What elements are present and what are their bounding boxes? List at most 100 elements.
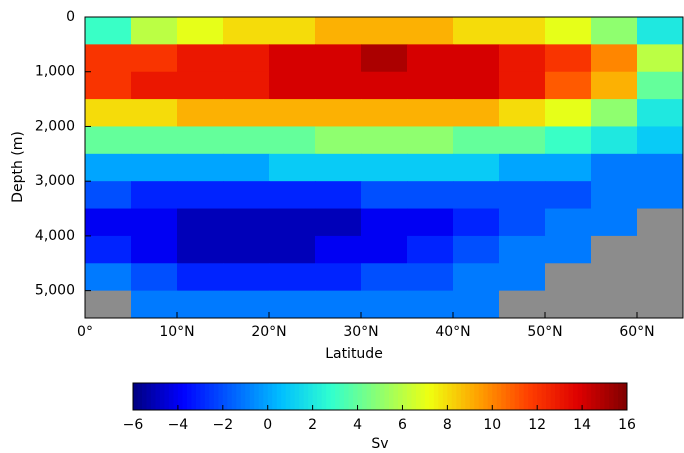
heatmap-cell	[269, 290, 316, 319]
x-tick-label: 40°N	[435, 324, 470, 340]
heatmap-cell	[131, 208, 178, 237]
heatmap-cell	[453, 235, 500, 264]
heatmap-cell	[315, 17, 362, 45]
heatmap-cell	[361, 126, 408, 155]
heatmap-cell	[315, 208, 362, 237]
heatmap-cell	[315, 181, 362, 210]
colorbar-tick-label: 4	[353, 417, 362, 433]
heatmap-cell	[499, 263, 546, 292]
colorbar-segment	[537, 383, 543, 410]
colorbar-segment	[263, 383, 269, 410]
colorbar-segment	[568, 383, 574, 410]
colorbar-segment	[447, 383, 453, 410]
colorbar-segment	[519, 383, 525, 410]
colorbar-segment	[514, 383, 520, 410]
colorbar-segment	[200, 383, 206, 410]
heatmap-cell	[453, 44, 500, 73]
colorbar-segment	[182, 383, 188, 410]
heatmap-cell	[177, 71, 224, 100]
colorbar-segment	[249, 383, 255, 410]
heatmap-cell	[131, 99, 178, 127]
colorbar-segment	[595, 383, 601, 410]
heatmap-cell	[269, 126, 316, 155]
x-tick-label: 20°N	[251, 324, 286, 340]
seafloor	[591, 235, 638, 264]
colorbar-segment	[321, 383, 327, 410]
heatmap-cell	[591, 71, 638, 100]
heatmap-cell	[545, 17, 592, 45]
heatmap-cell	[499, 44, 546, 73]
colorbar-segment	[523, 383, 529, 410]
heatmap-cell	[361, 181, 408, 210]
heatmap-cell	[499, 153, 546, 182]
heatmap-cell	[361, 71, 408, 100]
heatmap-cell	[131, 44, 178, 73]
seafloor	[85, 290, 132, 319]
colorbar-segment	[388, 383, 394, 410]
colorbar-segment	[209, 383, 215, 410]
colorbar-segment	[600, 383, 606, 410]
colorbar-segment	[411, 383, 417, 410]
heatmap-cell	[407, 181, 454, 210]
heatmap-cell	[131, 235, 178, 264]
colorbar-segment	[218, 383, 224, 410]
seafloor	[499, 290, 546, 319]
heatmap-cell	[315, 290, 362, 319]
seafloor	[545, 263, 592, 292]
heatmap-cell	[177, 235, 224, 264]
heatmap-cell	[499, 208, 546, 237]
heatmap-cell	[361, 99, 408, 127]
heatmap-cell	[85, 99, 132, 127]
heatmap-cell	[177, 17, 224, 45]
colorbar-segment	[168, 383, 174, 410]
colorbar-segment	[236, 383, 242, 410]
colorbar-segment	[267, 383, 273, 410]
heatmap-cell	[223, 153, 270, 182]
colorbar-segment	[424, 383, 430, 410]
heatmap-cell	[545, 126, 592, 155]
heatmap-cell	[591, 99, 638, 127]
colorbar-segment	[155, 383, 161, 410]
heatmap-cell	[131, 153, 178, 182]
heatmap-cell	[131, 126, 178, 155]
heatmap-cell	[131, 181, 178, 210]
colorbar-segment	[384, 383, 390, 410]
heatmap-cell	[637, 181, 684, 210]
colorbar-segment	[245, 383, 251, 410]
heatmap-cell	[499, 99, 546, 127]
seafloor	[591, 290, 638, 319]
heatmap-cell	[177, 263, 224, 292]
heatmap-cell	[361, 44, 408, 73]
colorbar-segment	[191, 383, 197, 410]
heatmap-cell	[591, 153, 638, 182]
heatmap-cell	[591, 208, 638, 237]
x-tick-label: 10°N	[159, 324, 194, 340]
colorbar-segment	[564, 383, 570, 410]
heatmap-cell	[315, 235, 362, 264]
colorbar-segment	[604, 383, 610, 410]
heatmap-cell	[131, 290, 178, 319]
colorbar-segment	[213, 383, 219, 410]
colorbar-segment	[433, 383, 439, 410]
seafloor	[545, 290, 592, 319]
heatmap-cell	[591, 44, 638, 73]
heatmap-cell	[499, 71, 546, 100]
colorbar-segment	[451, 383, 457, 410]
colorbar-segment	[254, 383, 260, 410]
heatmap-cell	[223, 263, 270, 292]
colorbar-segment	[344, 383, 350, 410]
heatmap-cell	[131, 17, 178, 45]
heatmap-cell	[177, 44, 224, 73]
colorbar-tick-label: 2	[308, 417, 317, 433]
colorbar-segment	[276, 383, 282, 410]
heatmap-cell	[637, 44, 684, 73]
heatmap-cell	[545, 71, 592, 100]
colorbar-segment	[442, 383, 448, 410]
seafloor	[637, 263, 684, 292]
heatmap-cell	[591, 17, 638, 45]
heatmap-cell	[499, 181, 546, 210]
colorbar-segment	[510, 383, 516, 410]
heatmap-cell	[453, 290, 500, 319]
heatmap-cell	[499, 17, 546, 45]
